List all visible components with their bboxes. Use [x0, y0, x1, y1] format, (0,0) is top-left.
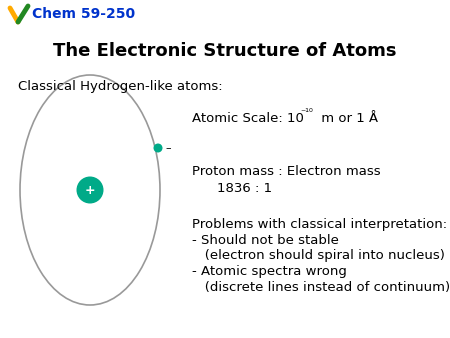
Ellipse shape [76, 176, 104, 203]
Text: Chem 59-250: Chem 59-250 [32, 7, 135, 21]
Text: ⁻¹⁰: ⁻¹⁰ [300, 108, 313, 118]
Text: (electron should spiral into nucleus): (electron should spiral into nucleus) [192, 249, 445, 262]
Text: (discrete lines instead of continuum): (discrete lines instead of continuum) [192, 281, 450, 294]
Text: The Electronic Structure of Atoms: The Electronic Structure of Atoms [53, 42, 397, 60]
Text: m or 1 Å: m or 1 Å [317, 112, 378, 125]
Text: - Atomic spectra wrong: - Atomic spectra wrong [192, 265, 347, 278]
Ellipse shape [153, 144, 162, 152]
Text: +: + [85, 184, 95, 196]
Text: Problems with classical interpretation:: Problems with classical interpretation: [192, 218, 447, 231]
Text: Atomic Scale: 10: Atomic Scale: 10 [192, 112, 304, 125]
Text: –: – [165, 143, 171, 153]
Text: Proton mass : Electron mass: Proton mass : Electron mass [192, 165, 381, 178]
Text: 1836 : 1: 1836 : 1 [217, 182, 272, 195]
Text: Classical Hydrogen-like atoms:: Classical Hydrogen-like atoms: [18, 80, 223, 93]
Text: - Should not be stable: - Should not be stable [192, 234, 339, 247]
